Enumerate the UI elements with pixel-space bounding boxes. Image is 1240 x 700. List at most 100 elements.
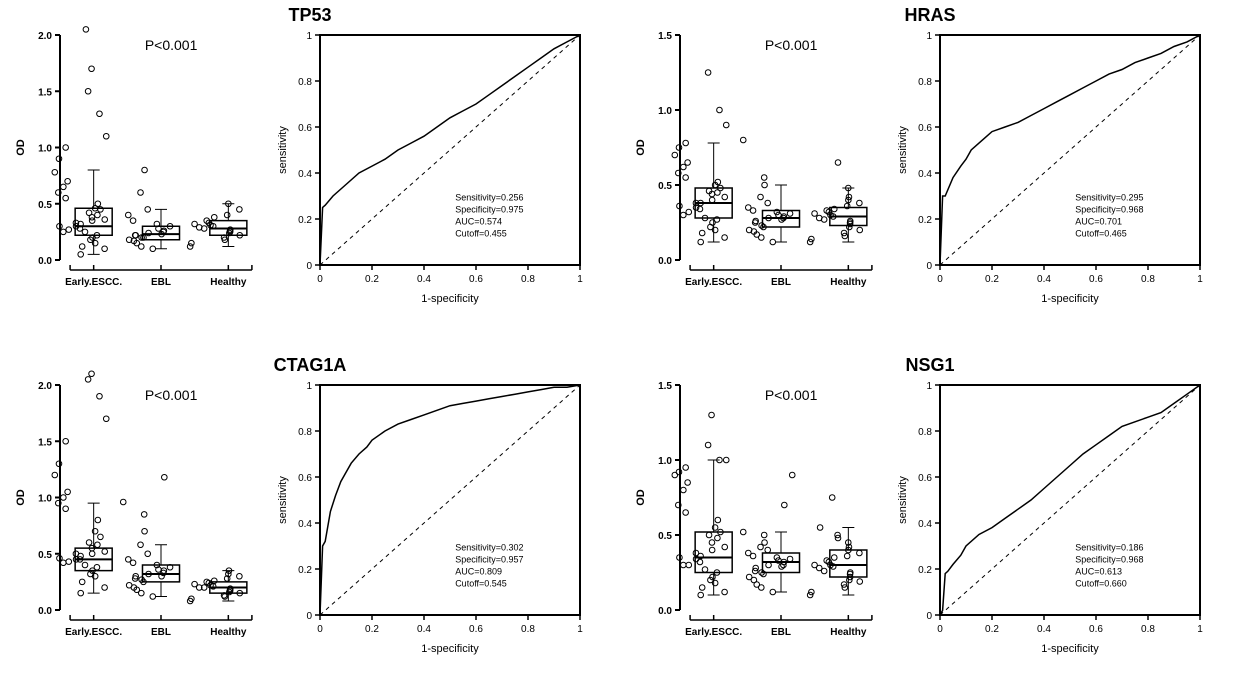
svg-text:P<0.001: P<0.001	[765, 37, 818, 53]
svg-text:0.2: 0.2	[298, 215, 312, 226]
svg-text:1: 1	[926, 381, 932, 392]
svg-text:0: 0	[926, 611, 932, 622]
figure-grid: TP530.00.51.01.52.0ODP<0.001Early.ESCC.E…	[10, 10, 1230, 690]
svg-text:sensitivity: sensitivity	[897, 126, 909, 174]
svg-text:0: 0	[306, 611, 312, 622]
svg-text:0.0: 0.0	[38, 256, 52, 267]
svg-text:1.0: 1.0	[658, 106, 672, 117]
svg-text:1.5: 1.5	[38, 87, 52, 98]
svg-text:EBL: EBL	[771, 627, 791, 638]
svg-text:Specificity=0.968: Specificity=0.968	[1075, 555, 1143, 565]
svg-text:0.5: 0.5	[658, 531, 672, 542]
svg-text:0.6: 0.6	[1089, 274, 1103, 285]
svg-text:Specificity=0.975: Specificity=0.975	[455, 205, 523, 215]
svg-text:0.2: 0.2	[365, 624, 379, 635]
svg-text:0.5: 0.5	[38, 200, 52, 211]
svg-text:Specificity=0.957: Specificity=0.957	[455, 555, 523, 565]
svg-text:AUC=0.701: AUC=0.701	[1075, 217, 1122, 227]
svg-text:0.8: 0.8	[521, 274, 535, 285]
svg-text:2.0: 2.0	[38, 381, 52, 392]
svg-text:AUC=0.613: AUC=0.613	[1075, 567, 1122, 577]
panel-tp53: TP530.00.51.01.52.0ODP<0.001Early.ESCC.E…	[10, 10, 610, 340]
svg-text:0.6: 0.6	[469, 624, 483, 635]
panel-hras: HRAS0.00.51.01.5ODP<0.001Early.ESCC.EBLH…	[630, 10, 1230, 340]
svg-text:0.8: 0.8	[918, 77, 932, 88]
svg-text:0.2: 0.2	[365, 274, 379, 285]
svg-text:sensitivity: sensitivity	[897, 476, 909, 524]
svg-text:0.4: 0.4	[298, 169, 312, 180]
svg-text:sensitivity: sensitivity	[277, 126, 289, 174]
boxplot: 0.00.51.01.5ODP<0.001Early.ESCC.EBLHealt…	[630, 10, 890, 310]
roc-plot: 000.20.20.40.40.60.60.80.8111-specificit…	[890, 10, 1210, 310]
svg-text:1: 1	[306, 381, 312, 392]
svg-text:Early.ESCC.: Early.ESCC.	[65, 277, 122, 288]
svg-text:Sensitivity=0.295: Sensitivity=0.295	[1075, 193, 1143, 203]
svg-text:0.8: 0.8	[918, 427, 932, 438]
svg-text:EBL: EBL	[151, 627, 171, 638]
svg-text:Sensitivity=0.256: Sensitivity=0.256	[455, 193, 523, 203]
svg-text:0.4: 0.4	[298, 519, 312, 530]
svg-text:0.4: 0.4	[417, 624, 431, 635]
svg-text:0.0: 0.0	[658, 256, 672, 267]
svg-text:1.5: 1.5	[658, 381, 672, 392]
svg-text:0.6: 0.6	[918, 473, 932, 484]
svg-text:Cutoff=0.455: Cutoff=0.455	[455, 229, 507, 239]
svg-text:1: 1	[926, 31, 932, 42]
svg-text:1: 1	[1197, 274, 1203, 285]
svg-text:1: 1	[1197, 624, 1203, 635]
roc-plot: 000.20.20.40.40.60.60.80.8111-specificit…	[890, 360, 1210, 660]
svg-text:0.4: 0.4	[417, 274, 431, 285]
svg-text:0.6: 0.6	[298, 473, 312, 484]
svg-text:EBL: EBL	[151, 277, 171, 288]
svg-text:AUC=0.809: AUC=0.809	[455, 567, 502, 577]
svg-text:1.0: 1.0	[38, 144, 52, 155]
svg-text:0.2: 0.2	[985, 274, 999, 285]
panel-nsg1: NSG10.00.51.01.5ODP<0.001Early.ESCC.EBLH…	[630, 360, 1230, 690]
svg-text:Cutoff=0.545: Cutoff=0.545	[455, 579, 507, 589]
roc-plot: 000.20.20.40.40.60.60.80.8111-specificit…	[270, 10, 590, 310]
boxplot: 0.00.51.01.5ODP<0.001Early.ESCC.EBLHealt…	[630, 360, 890, 660]
svg-text:1-specificity: 1-specificity	[421, 293, 479, 305]
svg-text:0: 0	[937, 274, 943, 285]
svg-text:0.2: 0.2	[918, 215, 932, 226]
svg-text:Healthy: Healthy	[830, 277, 867, 288]
svg-text:OD: OD	[635, 489, 647, 506]
svg-text:1.5: 1.5	[38, 437, 52, 448]
svg-text:sensitivity: sensitivity	[277, 476, 289, 524]
svg-text:P<0.001: P<0.001	[765, 387, 818, 403]
svg-text:0.4: 0.4	[918, 169, 932, 180]
svg-text:0.8: 0.8	[521, 624, 535, 635]
svg-text:0.4: 0.4	[1037, 624, 1051, 635]
svg-text:OD: OD	[15, 139, 27, 156]
svg-text:0.6: 0.6	[469, 274, 483, 285]
roc-plot: 000.20.20.40.40.60.60.80.8111-specificit…	[270, 360, 590, 660]
svg-text:0.4: 0.4	[1037, 274, 1051, 285]
svg-text:1.0: 1.0	[38, 494, 52, 505]
svg-text:0: 0	[937, 624, 943, 635]
svg-text:0.0: 0.0	[38, 606, 52, 617]
svg-text:P<0.001: P<0.001	[145, 37, 198, 53]
svg-text:Healthy: Healthy	[830, 627, 867, 638]
svg-text:1-specificity: 1-specificity	[1041, 643, 1099, 655]
svg-text:0.5: 0.5	[658, 181, 672, 192]
svg-text:0.5: 0.5	[38, 550, 52, 561]
svg-text:0: 0	[926, 261, 932, 272]
svg-text:OD: OD	[635, 139, 647, 156]
svg-text:0.4: 0.4	[918, 519, 932, 530]
svg-text:0.0: 0.0	[658, 606, 672, 617]
svg-text:0.6: 0.6	[298, 123, 312, 134]
svg-text:0.8: 0.8	[298, 77, 312, 88]
svg-text:1: 1	[577, 274, 583, 285]
svg-text:Early.ESCC.: Early.ESCC.	[685, 277, 742, 288]
svg-text:Sensitivity=0.186: Sensitivity=0.186	[1075, 543, 1143, 553]
svg-text:0: 0	[317, 624, 323, 635]
svg-text:Healthy: Healthy	[210, 277, 247, 288]
svg-text:1.5: 1.5	[658, 31, 672, 42]
svg-text:1-specificity: 1-specificity	[421, 643, 479, 655]
svg-text:1-specificity: 1-specificity	[1041, 293, 1099, 305]
svg-text:Specificity=0.968: Specificity=0.968	[1075, 205, 1143, 215]
svg-text:0.2: 0.2	[985, 624, 999, 635]
boxplot: 0.00.51.01.52.0ODP<0.001Early.ESCC.EBLHe…	[10, 10, 270, 310]
svg-text:OD: OD	[15, 489, 27, 506]
svg-text:AUC=0.574: AUC=0.574	[455, 217, 502, 227]
